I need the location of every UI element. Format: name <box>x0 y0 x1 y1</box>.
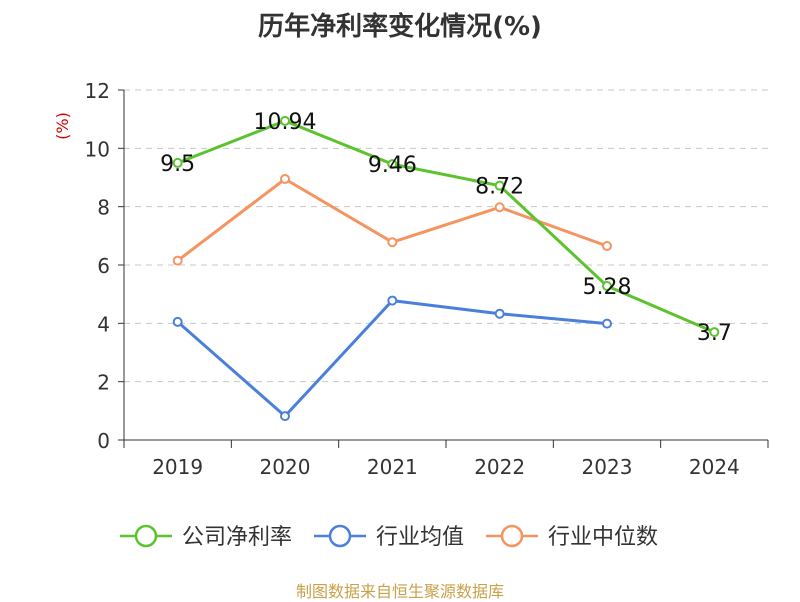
series-0-point-2023 <box>602 281 612 291</box>
x-tick-label-2023: 2023 <box>582 455 633 479</box>
series-line-0 <box>177 119 715 334</box>
legend-item-2: 行业中位数 <box>486 524 658 550</box>
series-2-point-2021 <box>387 237 398 248</box>
y-axis-label: (%) <box>53 112 72 140</box>
series-0-point-2021 <box>387 159 398 170</box>
y-tick-label-0: 0 <box>97 429 110 453</box>
x-tick-label-2022: 2022 <box>474 455 525 479</box>
legend-marker-0 <box>134 524 158 548</box>
x-tick-label-2021: 2021 <box>367 455 418 479</box>
y-tick-label-10: 10 <box>85 137 110 161</box>
y-tick-label-12: 12 <box>85 79 110 103</box>
y-tick-label-4: 4 <box>97 312 110 336</box>
x-tick-label-2019: 2019 <box>152 455 203 479</box>
series-line-1 <box>176 299 608 418</box>
legend-marker-1 <box>328 524 352 548</box>
series-0-point-2020 <box>280 115 290 126</box>
legend-item-0: 公司净利率 <box>120 524 292 550</box>
series-0-data-label-2024: 3.7 <box>697 321 732 346</box>
legend-marker-2 <box>500 524 524 548</box>
legend-label-0: 公司净利率 <box>182 525 292 550</box>
series-1-point-2023 <box>602 318 612 329</box>
y-tick-label-2: 2 <box>97 371 110 395</box>
series-0-data-label-2023: 5.28 <box>583 275 632 300</box>
legend-item-1: 行业均值 <box>314 524 464 550</box>
series-0-data-label-2020: 10.94 <box>254 110 317 135</box>
legend-label-1: 行业均值 <box>376 525 464 550</box>
series-0-data-label-2022: 8.72 <box>475 175 524 200</box>
series-0-point-2024 <box>709 327 720 338</box>
series-1-point-2019 <box>172 316 183 327</box>
x-tick-label-2024: 2024 <box>689 455 740 479</box>
series-2-point-2023 <box>602 241 612 252</box>
y-tick-label-6: 6 <box>97 254 110 278</box>
series-2-point-2022 <box>494 202 505 213</box>
series-0-point-2022 <box>494 180 505 191</box>
series-0-data-label-2019: 9.5 <box>160 152 195 177</box>
series-0-point-2019 <box>172 157 183 168</box>
y-tick-label-8: 8 <box>97 196 110 220</box>
series-2-point-2019 <box>172 255 183 266</box>
series-1-point-2020 <box>280 411 290 422</box>
series-1-point-2021 <box>387 295 398 306</box>
series-2-point-2020 <box>280 173 290 184</box>
chart-title: 历年净利率变化情况(%) <box>258 12 542 42</box>
x-tick-label-2020: 2020 <box>260 455 311 479</box>
source-note: 制图数据来自恒生聚源数据库 <box>295 582 504 601</box>
series-0-data-label-2021: 9.46 <box>368 153 417 178</box>
series-line-2 <box>176 177 608 262</box>
legend-label-2: 行业中位数 <box>548 525 658 550</box>
series-1-point-2022 <box>494 308 505 319</box>
